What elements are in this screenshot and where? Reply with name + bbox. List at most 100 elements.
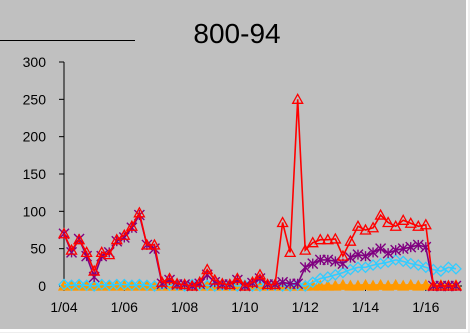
data-point <box>359 223 372 235</box>
data-point <box>261 278 274 290</box>
data-point <box>366 279 380 291</box>
series-line <box>63 99 456 287</box>
data-point <box>382 279 395 291</box>
data-point <box>367 246 379 258</box>
data-point <box>329 232 342 244</box>
data-point <box>374 208 387 220</box>
data-point <box>389 219 402 231</box>
data-point <box>80 246 93 258</box>
data-point <box>95 246 108 258</box>
x-tick-label: 1/16 <box>412 299 439 315</box>
data-point <box>321 279 334 291</box>
data-point <box>344 279 357 291</box>
data-point <box>148 238 161 250</box>
data-point <box>118 228 131 240</box>
data-point <box>314 233 327 245</box>
data-point <box>299 280 312 292</box>
data-point <box>307 258 319 270</box>
data-point <box>140 279 153 292</box>
data-point <box>427 279 440 291</box>
data-point <box>223 278 236 290</box>
data-point <box>344 252 356 264</box>
data-point <box>404 257 417 270</box>
data-point <box>382 247 394 259</box>
data-point <box>397 213 410 225</box>
data-point <box>216 277 229 289</box>
series-layer <box>57 92 463 292</box>
data-point <box>336 249 350 261</box>
chart-area: 800-94 0 50 100 150 200 250 300 1/04 1/06 1/08 1/… <box>0 0 466 329</box>
data-point <box>344 234 357 246</box>
data-point <box>133 278 146 291</box>
data-point <box>359 278 372 290</box>
data-point <box>201 263 214 275</box>
x-tick-label: 1/04 <box>50 299 77 315</box>
y-tick-label: 250 <box>23 91 47 107</box>
data-point <box>382 216 395 228</box>
data-point <box>336 278 350 290</box>
data-point <box>442 279 455 291</box>
data-point <box>231 274 243 286</box>
data-point <box>125 219 138 231</box>
data-point <box>276 216 289 228</box>
data-point <box>103 248 116 260</box>
data-point <box>88 271 100 283</box>
y-axis: 0 50 100 150 200 250 300 <box>23 54 65 294</box>
y-tick-label: 150 <box>23 166 47 182</box>
data-point <box>360 250 372 262</box>
data-point <box>450 262 462 275</box>
data-point <box>306 276 319 289</box>
data-point <box>351 279 365 291</box>
line-chart: 800-94 0 50 100 150 200 250 300 1/04 1/06 1/08 1/… <box>23 18 463 315</box>
chart-title: 800-94 <box>193 18 280 49</box>
y-tick-label: 0 <box>38 278 46 294</box>
data-point <box>366 221 380 233</box>
data-point <box>299 243 312 255</box>
data-point <box>231 272 244 284</box>
x-tick-label: 1/08 <box>171 299 198 315</box>
data-point <box>434 265 447 277</box>
data-point <box>268 278 282 290</box>
data-point <box>133 206 146 218</box>
data-point <box>374 278 387 290</box>
data-point <box>412 279 425 291</box>
data-point <box>140 238 154 250</box>
y-tick-label: 100 <box>23 203 47 219</box>
data-point <box>449 279 463 291</box>
data-point <box>58 278 70 291</box>
data-point <box>80 279 93 292</box>
y-tick-label: 200 <box>23 129 47 145</box>
data-point <box>193 275 206 287</box>
data-point <box>284 246 297 258</box>
data-point <box>95 278 108 291</box>
data-point <box>321 233 334 245</box>
data-point <box>306 236 319 248</box>
data-point <box>397 255 410 268</box>
data-point <box>419 218 432 230</box>
data-point <box>208 273 221 285</box>
data-point <box>404 216 417 228</box>
data-point <box>65 243 78 255</box>
data-point <box>389 278 402 290</box>
data-point <box>170 277 184 289</box>
data-point <box>329 279 342 291</box>
data-point <box>246 275 259 287</box>
data-point <box>404 278 417 290</box>
data-point <box>72 233 86 245</box>
y-tick-label: 300 <box>23 54 47 70</box>
data-point <box>178 278 191 290</box>
data-point <box>88 264 101 276</box>
data-point <box>442 261 455 274</box>
data-point <box>291 92 304 104</box>
data-point <box>163 272 176 284</box>
data-point <box>299 261 311 273</box>
title-rule <box>0 40 135 41</box>
data-point <box>253 268 267 280</box>
x-tick-label: 1/10 <box>231 299 258 315</box>
data-point <box>397 279 410 291</box>
data-point <box>412 219 425 231</box>
data-point <box>375 243 387 255</box>
data-point <box>434 279 447 291</box>
data-point <box>412 239 424 251</box>
